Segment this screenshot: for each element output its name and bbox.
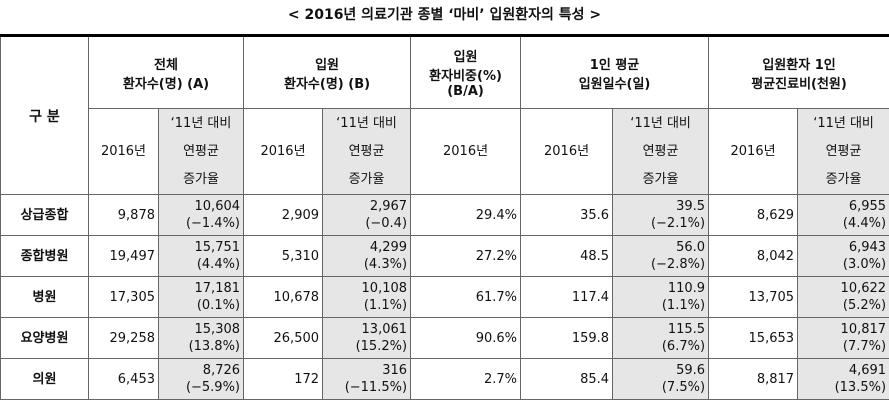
cell: 10,604 (−1.4%) bbox=[157, 194, 245, 236]
cell: 10,678 bbox=[243, 276, 324, 318]
cell: 9,878 bbox=[88, 194, 159, 236]
cell: 8,629 bbox=[708, 194, 799, 236]
group-header: 입원 환자수(명) (B) bbox=[243, 35, 412, 109]
cell: 6,453 bbox=[88, 358, 159, 400]
cell: 35.6 bbox=[520, 194, 614, 236]
cell: 10,622 (5.2%) bbox=[797, 276, 889, 318]
header-row: 구 분 전체 환자수(명) (A) 입원 환자수(명) (B) 입원 환자비중(%) … bbox=[0, 35, 889, 195]
cell: 2.7% bbox=[410, 358, 522, 400]
cell: 8,726 (−5.9%) bbox=[157, 358, 245, 400]
cell: 10,817 (7.7%) bbox=[797, 317, 889, 359]
cell: 172 bbox=[243, 358, 324, 400]
column-header: 2016년 bbox=[708, 108, 799, 195]
cell: 117.4 bbox=[520, 276, 614, 318]
column-header: 2016년 bbox=[243, 108, 324, 195]
column-header: 2016년 bbox=[520, 108, 614, 195]
cell: 2,967 (−0.4) bbox=[322, 194, 412, 236]
cell: 10,108 (1.1%) bbox=[322, 276, 412, 318]
row-label: 상급종합 bbox=[0, 194, 89, 236]
cell: 13,061 (15.2%) bbox=[322, 317, 412, 359]
column-header: ‘11년 대비 연평균 증가율 bbox=[797, 108, 889, 195]
cell: 8,042 bbox=[708, 235, 799, 277]
cell: 15,751 (4.4%) bbox=[157, 235, 245, 277]
cell: 48.5 bbox=[520, 235, 614, 277]
cell: 4,299 (4.3%) bbox=[322, 235, 412, 277]
cell: 56.0 (−2.8%) bbox=[612, 235, 710, 277]
cell: 13,705 bbox=[708, 276, 799, 318]
cell: 27.2% bbox=[410, 235, 522, 277]
group-header: 입원 환자비중(%) (B/A) bbox=[410, 35, 522, 109]
cell: 115.5 (6.7%) bbox=[612, 317, 710, 359]
row-label: 병원 bbox=[0, 276, 89, 318]
column-header: ‘11년 대비 연평균 증가율 bbox=[322, 108, 412, 195]
row-label: 의원 bbox=[0, 358, 89, 400]
table: 구 분 전체 환자수(명) (A) 입원 환자수(명) (B) 입원 환자비중(%) … bbox=[0, 34, 889, 400]
cell: 17,181 (0.1%) bbox=[157, 276, 245, 318]
cell: 26,500 bbox=[243, 317, 324, 359]
column-header: 2016년 bbox=[410, 108, 522, 195]
cell: 39.5 (−2.1%) bbox=[612, 194, 710, 236]
subheader-row: 2016년 ‘11년 대비 연평균 증가율 2016년 ‘11년 대비 연평균 증가율… bbox=[1, 108, 889, 195]
group-header: 입원환자 1인 평균진료비(천원) bbox=[708, 35, 889, 109]
data-row: 요양병원 29,258 15,308 (13.8%) 26,500 13,061 (15… bbox=[0, 317, 889, 359]
cell: 19,497 bbox=[88, 235, 159, 277]
corner-header: 구 분 bbox=[0, 35, 89, 195]
cell: 29,258 bbox=[88, 317, 159, 359]
cell: 2,909 bbox=[243, 194, 324, 236]
cell: 90.6% bbox=[410, 317, 522, 359]
data-row: 종합병원 19,497 15,751 (4.4%) 5,310 4,299 (4.3%)… bbox=[0, 235, 889, 277]
cell: 4,691 (13.5%) bbox=[797, 358, 889, 400]
cell: 61.7% bbox=[410, 276, 522, 318]
cell: 17,305 bbox=[88, 276, 159, 318]
group-header: 1인 평균 입원일수(일) bbox=[520, 35, 710, 109]
cell: 5,310 bbox=[243, 235, 324, 277]
data-row: 의원 6,453 8,726 (−5.9%) 172 316 (−11.5%) 2.7% 8… bbox=[0, 358, 889, 400]
cell: 59.6 (7.5%) bbox=[612, 358, 710, 400]
data-row: 병원 17,305 17,181 (0.1%) 10,678 10,108 (1.1%)… bbox=[0, 276, 889, 318]
column-header: ‘11년 대비 연평균 증가율 bbox=[612, 108, 710, 195]
row-label: 요양병원 bbox=[0, 317, 89, 359]
column-header: ‘11년 대비 연평균 증가율 bbox=[157, 108, 245, 195]
cell: 6,955 (4.4%) bbox=[797, 194, 889, 236]
data-row: 상급종합 9,878 10,604 (−1.4%) 2,909 2,967 (−0.4)… bbox=[0, 194, 889, 236]
cell: 316 (−11.5%) bbox=[322, 358, 412, 400]
group-header: 전체 환자수(명) (A) bbox=[87, 35, 245, 109]
cell: 15,308 (13.8%) bbox=[157, 317, 245, 359]
cell: 15,653 bbox=[708, 317, 799, 359]
cell: 85.4 bbox=[520, 358, 614, 400]
cell: 110.9 (1.1%) bbox=[612, 276, 710, 318]
row-label: 종합병원 bbox=[0, 235, 89, 277]
cell: 8,817 bbox=[708, 358, 799, 400]
cell: 159.8 bbox=[520, 317, 614, 359]
title: < 2016년 의료기관 종별 ‘마비’ 입원환자의 특성 > bbox=[287, 7, 602, 23]
cell: 6,943 (3.0%) bbox=[797, 235, 889, 277]
column-header: 2016년 bbox=[88, 108, 159, 195]
cell: 29.4% bbox=[410, 194, 522, 236]
